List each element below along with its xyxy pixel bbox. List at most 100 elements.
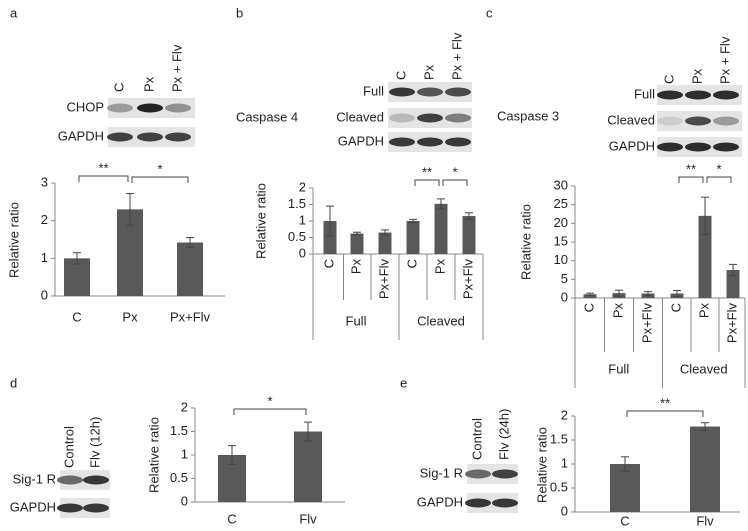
- blot-band: [492, 469, 518, 479]
- group-label: Cleaved: [417, 313, 465, 328]
- y-tick-label: 2: [299, 179, 306, 194]
- bar: [726, 270, 740, 298]
- row-label: Full: [363, 83, 384, 98]
- x-tick-label: Flv: [696, 513, 714, 528]
- error-bar: [126, 193, 134, 226]
- bar: [462, 216, 476, 254]
- lane-label: Px: [421, 64, 436, 80]
- x-tick-label: Px: [696, 303, 711, 319]
- row-label: Sig-1 R: [420, 465, 463, 480]
- x-tick-label: Px: [122, 309, 138, 324]
- error-bar: [186, 237, 194, 248]
- group-label: Full: [608, 361, 629, 376]
- blot-band: [107, 132, 133, 142]
- y-axis-label: Relative ratio: [253, 183, 268, 259]
- blot-band: [445, 87, 471, 97]
- significance-bracket: [233, 408, 307, 415]
- blot-band: [685, 90, 711, 100]
- significance-label: *: [267, 393, 272, 408]
- lane-label: C: [661, 75, 676, 84]
- blot-band: [165, 103, 191, 113]
- error-bar: [304, 421, 312, 442]
- blot-band: [465, 469, 491, 479]
- bar: [294, 431, 322, 502]
- y-tick-label: 0: [561, 289, 568, 304]
- bar: [610, 464, 640, 512]
- x-tick-label: Flv: [299, 511, 317, 526]
- blot-band: [685, 116, 711, 126]
- x-tick-label: Px+Flv: [170, 309, 211, 324]
- row-label: GAPDH: [417, 494, 463, 509]
- error-bar: [615, 289, 623, 297]
- y-tick-label: 3: [41, 174, 48, 189]
- error-bar: [326, 205, 334, 237]
- y-axis-label: Relative ratio: [518, 204, 533, 280]
- lane-label: Px: [689, 68, 704, 84]
- significance-label: *: [157, 161, 162, 176]
- panel-letter: b: [236, 5, 243, 20]
- group-label: Full: [346, 313, 367, 328]
- x-tick-label: C: [321, 259, 336, 268]
- y-tick-label: 0: [181, 493, 188, 508]
- error-bar: [409, 218, 417, 224]
- row-label: CHOP: [66, 99, 104, 114]
- x-tick-label: Px: [610, 303, 625, 319]
- panel-letter: e: [400, 375, 407, 390]
- blot-band: [417, 87, 443, 97]
- lane-label: Control: [469, 418, 484, 460]
- significance-bracket: [78, 175, 129, 182]
- error-bar: [228, 445, 236, 465]
- bar: [583, 294, 597, 298]
- lane-label: Flv (12h): [87, 417, 102, 468]
- panel-letter: a: [10, 5, 18, 20]
- x-tick-label: Px+Flv: [724, 303, 739, 344]
- y-tick-label: 1: [181, 446, 188, 461]
- significance-label: *: [452, 164, 457, 179]
- row-label: GAPDH: [609, 138, 655, 153]
- lane-label: Px: [141, 76, 156, 92]
- error-bar: [465, 212, 473, 220]
- y-tick-label: 30: [554, 177, 568, 192]
- bar: [434, 203, 448, 254]
- lane-label: Px + Flv: [717, 36, 732, 84]
- error-bar: [586, 292, 594, 296]
- row-label: Cleaved: [607, 112, 655, 127]
- x-tick-label: Px+Flv: [376, 259, 391, 300]
- y-tick-label: 5: [561, 271, 568, 286]
- significance-bracket: [414, 179, 440, 186]
- x-tick-label: C: [404, 259, 419, 268]
- bar: [690, 426, 720, 512]
- y-tick-label: 1.5: [288, 196, 306, 211]
- row-label: Sig-1 R: [13, 471, 56, 486]
- x-tick-label: Px+Flv: [460, 259, 475, 300]
- error-bar: [729, 263, 737, 277]
- lane-label: Flv (24h): [496, 409, 511, 460]
- blot-band: [657, 90, 683, 100]
- lane-label: Control: [61, 426, 76, 468]
- x-tick-label: Px: [348, 259, 363, 275]
- blot-band: [417, 137, 443, 147]
- y-tick-label: 15: [554, 233, 568, 248]
- lane-label: Px + Flv: [169, 44, 184, 92]
- y-tick-label: 20: [554, 215, 568, 230]
- significance-bracket: [626, 410, 704, 417]
- x-tick-label: C: [668, 303, 683, 312]
- error-bar: [621, 456, 629, 472]
- x-tick-label: C: [581, 303, 596, 312]
- x-tick-label: C: [620, 513, 629, 528]
- y-tick-label: 1: [299, 212, 306, 227]
- y-tick-label: 1: [41, 250, 48, 265]
- protein-label: Caspase 3: [497, 108, 559, 123]
- panel-letter: d: [10, 375, 17, 390]
- error-bar: [673, 290, 681, 298]
- significance-bracket: [678, 176, 704, 183]
- panel-letter: c: [486, 5, 493, 20]
- bar: [64, 258, 90, 296]
- error-bar: [73, 252, 81, 265]
- blot-band: [713, 90, 739, 100]
- significance-label: **: [422, 164, 432, 179]
- x-tick-label: Px+Flv: [639, 303, 654, 344]
- x-tick-label: Px: [432, 259, 447, 275]
- significance-label: **: [98, 160, 108, 175]
- blot-band: [137, 132, 163, 142]
